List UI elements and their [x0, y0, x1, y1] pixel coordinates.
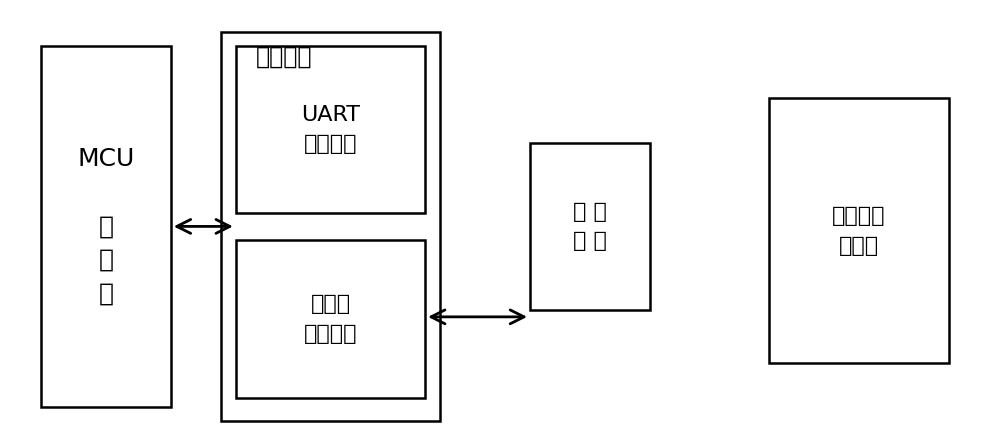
Text: 一线制
通讯电路: 一线制 通讯电路	[304, 294, 357, 344]
Text: 电动车辆
控制器: 电动车辆 控制器	[832, 206, 886, 256]
FancyBboxPatch shape	[236, 240, 425, 398]
FancyBboxPatch shape	[221, 32, 440, 420]
Text: 外 接
线 口: 外 接 线 口	[573, 202, 607, 251]
Text: 通讯电路: 通讯电路	[256, 44, 312, 68]
FancyBboxPatch shape	[236, 46, 425, 213]
Text: UART
通讯电路: UART 通讯电路	[301, 104, 360, 154]
FancyBboxPatch shape	[41, 46, 171, 407]
Text: MCU

单
片
机: MCU 单 片 机	[77, 147, 135, 305]
FancyBboxPatch shape	[530, 143, 650, 310]
FancyBboxPatch shape	[769, 99, 949, 363]
